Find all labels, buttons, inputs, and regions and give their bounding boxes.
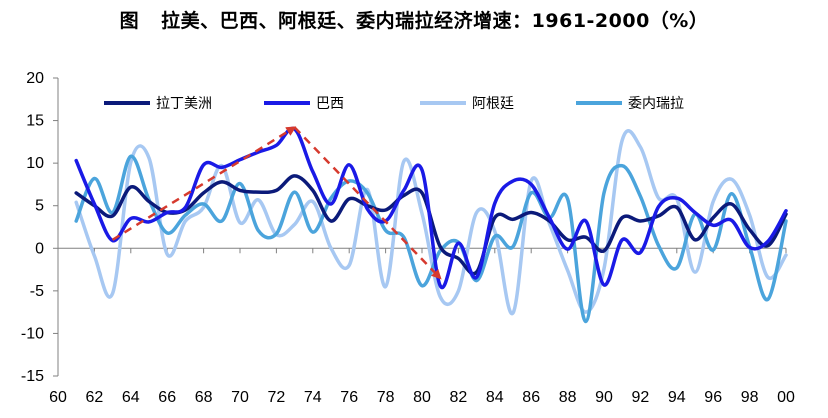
figure-label: 图 [119,10,140,32]
x-tick-label: 94 [668,389,686,406]
x-tick-label: 80 [413,389,431,406]
x-tick-label: 84 [486,389,504,406]
x-tick-label: 98 [741,389,759,406]
x-tick-label: 74 [304,389,322,406]
x-tick-label: 70 [231,389,249,406]
x-tick-label: 76 [340,389,358,406]
trend-arrow-1 [111,126,297,241]
y-tick-label: 15 [26,113,44,130]
legend-label-1: 拉丁美洲 [156,96,212,112]
y-tick-label: 20 [26,70,44,87]
x-tick-label: 88 [559,389,577,406]
x-tick-label: 66 [158,389,176,406]
x-tick-label: 60 [49,389,67,406]
x-tick-label: 82 [450,389,468,406]
series-line-3 [74,129,788,316]
x-tick-label: 72 [268,389,286,406]
series-line-2 [74,126,788,290]
trend-arrow-2 [293,126,442,280]
x-tick-label: 62 [86,389,104,406]
y-tick-label: 5 [35,198,44,215]
legend-label-2: 巴西 [316,96,344,112]
x-tick-label: 64 [122,389,140,406]
series-line-4 [74,154,788,324]
title-text: 拉美、巴西、阿根廷、委内瑞拉经济增速：1961-2000（%） [161,10,709,32]
x-tick-label: 78 [377,389,395,406]
y-tick-label: 10 [26,155,44,172]
chart-title: 图拉美、巴西、阿根廷、委内瑞拉经济增速：1961-2000（%） [0,6,828,33]
y-tick-label: -10 [21,325,44,342]
legend-label-3: 阿根廷 [472,96,514,112]
y-tick-label: 0 [35,240,44,257]
x-tick-label: 86 [522,389,540,406]
x-tick-label: 96 [704,389,722,406]
y-tick-label: -5 [30,283,44,300]
x-tick-label: 68 [195,389,213,406]
x-tick-label: 92 [632,389,650,406]
legend-label-4: 委内瑞拉 [628,96,684,112]
y-tick-label: -15 [21,368,44,385]
x-tick-label: 00 [777,389,795,406]
x-tick-label: 90 [595,389,613,406]
